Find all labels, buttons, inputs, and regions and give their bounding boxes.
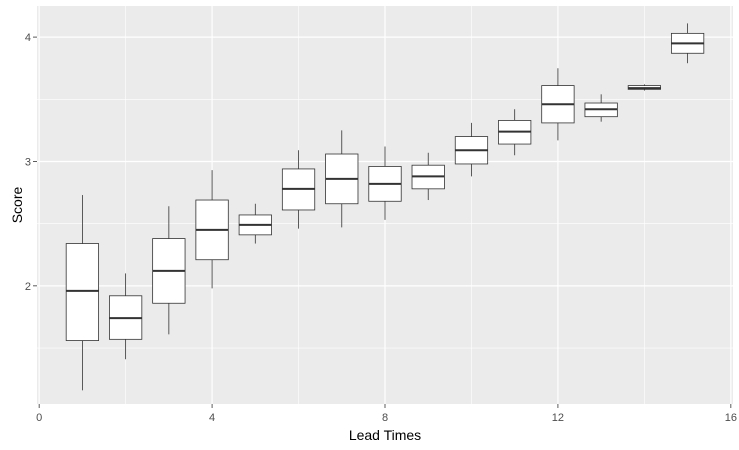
- y-axis: 2 3 4: [25, 32, 37, 293]
- box-1: [65, 195, 100, 391]
- x-tick-label: 16: [725, 412, 737, 424]
- box-5: [238, 203, 272, 244]
- box-15: [670, 23, 705, 64]
- box-8: [368, 146, 402, 220]
- box-2: [109, 273, 143, 360]
- y-tick-label: 4: [25, 32, 31, 44]
- x-tick-label: 4: [209, 412, 215, 424]
- box-body: [65, 243, 100, 341]
- box-14: [627, 84, 661, 91]
- x-axis: 0 4 8 12 16: [36, 404, 737, 424]
- x-axis-title: Lead Times: [349, 427, 421, 443]
- y-axis-title: Score: [9, 187, 25, 224]
- box-7: [325, 130, 359, 228]
- y-tick-label: 3: [25, 156, 31, 168]
- box-9: [411, 152, 445, 201]
- x-tick-label: 12: [552, 412, 564, 424]
- box-13: [584, 94, 618, 122]
- box-12: [541, 68, 575, 141]
- box-3: [152, 206, 186, 335]
- box-6: [281, 150, 316, 229]
- y-tick-label: 2: [25, 281, 31, 293]
- box-10: [454, 122, 489, 177]
- x-tick-label: 0: [36, 412, 42, 424]
- box-11: [498, 109, 532, 156]
- x-tick-label: 8: [382, 412, 388, 424]
- box-4: [195, 170, 229, 289]
- boxes: [65, 23, 705, 391]
